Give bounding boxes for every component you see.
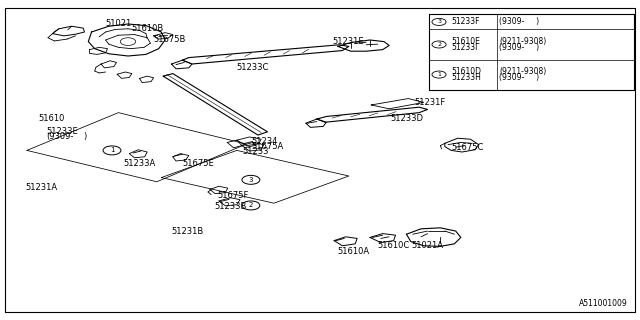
Text: 51610C: 51610C — [378, 241, 410, 250]
Text: 51233H: 51233H — [452, 73, 482, 82]
Text: 51675F: 51675F — [218, 191, 249, 200]
Text: 51233A: 51233A — [124, 159, 156, 168]
Text: 51675E: 51675E — [182, 159, 214, 168]
Text: 51610: 51610 — [38, 114, 65, 123]
Text: 51675B: 51675B — [154, 35, 186, 44]
Text: 51231A: 51231A — [26, 183, 58, 192]
Text: (9211-9308): (9211-9308) — [499, 67, 547, 76]
Text: 1: 1 — [437, 72, 441, 77]
Text: (9309-: (9309- — [46, 132, 74, 141]
Text: A511001009: A511001009 — [579, 299, 627, 308]
Text: 51231F: 51231F — [415, 98, 446, 107]
Text: 51610B: 51610B — [131, 24, 163, 33]
Text: 51233F: 51233F — [452, 17, 481, 27]
Text: 51610A: 51610A — [337, 247, 369, 256]
Text: 51021: 51021 — [106, 20, 132, 28]
Text: 2: 2 — [437, 42, 441, 47]
Text: 51610E: 51610E — [452, 37, 481, 46]
Text: 51233B: 51233B — [214, 202, 247, 211]
Text: 51675C: 51675C — [451, 143, 484, 152]
Text: 2: 2 — [249, 203, 253, 208]
Text: 51233: 51233 — [242, 147, 268, 156]
Text: 3: 3 — [437, 20, 441, 24]
Text: 51233C: 51233C — [237, 63, 269, 72]
Text: 51233I: 51233I — [452, 43, 478, 52]
Text: (9309-     ): (9309- ) — [499, 17, 540, 27]
Text: (9309-     ): (9309- ) — [499, 43, 540, 52]
Text: 51233E: 51233E — [46, 127, 78, 136]
Text: ): ) — [83, 132, 86, 141]
Text: 51233D: 51233D — [390, 114, 424, 123]
Text: 51231E: 51231E — [333, 37, 364, 46]
Text: 51021A: 51021A — [412, 241, 444, 250]
Text: 51234: 51234 — [252, 137, 278, 146]
Text: 51610D: 51610D — [452, 67, 482, 76]
Text: 51675A: 51675A — [252, 142, 284, 151]
Text: 51231B: 51231B — [172, 228, 204, 236]
Text: 3: 3 — [248, 177, 253, 183]
Text: 1: 1 — [109, 148, 115, 153]
Text: (9309-     ): (9309- ) — [499, 73, 540, 82]
Text: (9211-9308): (9211-9308) — [499, 37, 547, 46]
